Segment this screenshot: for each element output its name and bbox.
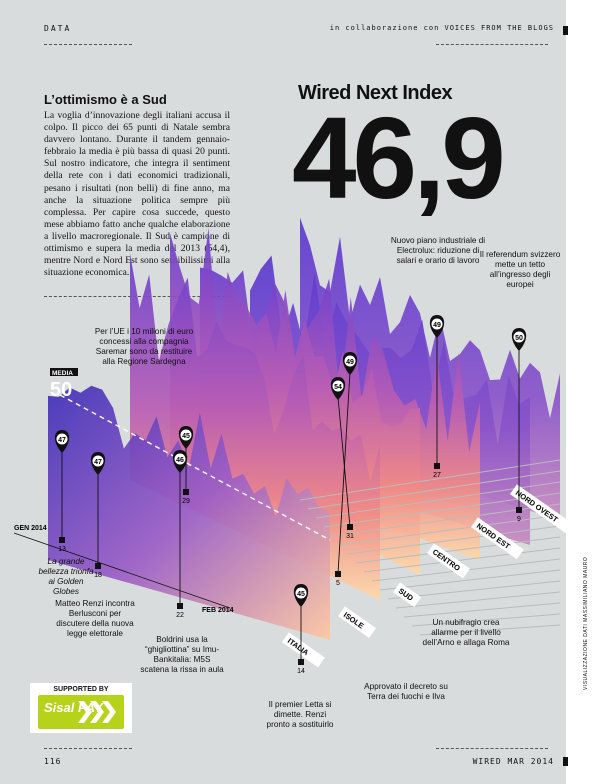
value-pin-core <box>180 429 192 441</box>
day-marker <box>177 603 183 609</box>
media-line <box>59 394 331 541</box>
floor-line <box>403 602 561 618</box>
value-pin-label: 45 <box>182 433 190 440</box>
day-marker <box>335 571 341 577</box>
article-body: La voglia d’innovazione degli italiani a… <box>44 110 230 279</box>
x-label: FEB 2014 <box>202 607 234 614</box>
day-label: 14 <box>297 668 305 675</box>
value-pin-core <box>295 587 307 599</box>
day-label: 9 <box>517 516 521 523</box>
annotation-letta: Il premier Letta si dimette. Renzi pront… <box>266 700 334 729</box>
sponsor-logo <box>38 695 124 729</box>
value-pin-label: 49 <box>433 322 441 329</box>
credit-line: VISUALIZZAZIONE DATI MASSIMILIANO MAURO <box>583 556 589 690</box>
edge-mark <box>563 26 568 35</box>
marker-stem <box>337 371 351 575</box>
annotation-bellezza: La grande bellezza trionfa ai Golden Glo… <box>38 557 94 596</box>
issue-label: WIRED MAR 2014 <box>472 757 554 766</box>
series-label-bg <box>338 606 377 638</box>
value-pin-core <box>174 453 186 465</box>
day-label: 29 <box>182 498 190 505</box>
media-badge <box>50 368 78 376</box>
floor-line <box>419 624 561 636</box>
day-marker <box>516 507 522 513</box>
sponsor-box: SUPPORTED BY Sisal PAY <box>30 683 132 733</box>
annotation-saremar: Per l’UE i 10 milioni di euro concessi a… <box>94 327 194 366</box>
annotation-terra: Approvato il decreto su Terra dei fuochi… <box>364 682 448 701</box>
index-title: Wired Next Index <box>298 82 453 104</box>
floor-line <box>395 591 561 609</box>
value-pin-label: 47 <box>94 459 102 466</box>
value-pin-label: 50 <box>515 335 523 342</box>
annotation-boldrini: Boldrini usa la “ghigliottina” su Imu-Ba… <box>140 635 224 674</box>
value-pin-core <box>92 455 104 467</box>
value-pin-label: 54 <box>334 384 342 391</box>
value-pin-core <box>332 380 344 392</box>
annotation-referendum: Il referendum svizzero mette un tetto al… <box>479 250 561 289</box>
footer-rule <box>44 748 132 749</box>
day-label: 18 <box>94 572 102 579</box>
value-pin-label: 45 <box>297 591 305 598</box>
sponsor-label: SUPPORTED BY <box>53 686 109 693</box>
series-label-bg <box>427 543 470 579</box>
value-pin-core <box>56 433 68 445</box>
section-label: DATA <box>44 24 72 33</box>
day-label: 31 <box>346 533 354 540</box>
annotation-renzi: Matteo Renzi incontra Berlusconi per dis… <box>55 599 135 638</box>
edge-mark <box>563 757 568 766</box>
floor-line <box>299 459 561 501</box>
day-label: 22 <box>176 612 184 619</box>
floor-line <box>339 514 561 546</box>
value-pin-label: 47 <box>58 437 66 444</box>
value-pin-label: 49 <box>346 359 354 366</box>
day-label: 13 <box>58 546 66 553</box>
floor-line <box>379 569 561 591</box>
x-label: GEN 2014 <box>14 525 47 532</box>
article-title: L’ottimismo è a Sud <box>44 92 167 107</box>
collab-label: in collaborazione con VOICES FROM THE BL… <box>329 24 554 32</box>
media-value: 50 <box>50 379 72 401</box>
day-label: 27 <box>433 472 441 479</box>
value-pin-core <box>344 355 356 367</box>
day-marker <box>59 537 65 543</box>
page-number: 116 <box>44 757 62 766</box>
day-marker <box>347 524 353 530</box>
day-marker <box>298 659 304 665</box>
day-marker <box>95 563 101 569</box>
page-edge <box>566 0 600 784</box>
value-pin-label: 46 <box>176 457 184 464</box>
x-axis-line <box>13 532 231 609</box>
annotation-nubifragio: Un nubifragio crea allarme per il livell… <box>422 618 510 647</box>
media-label: MEDIA <box>52 370 73 377</box>
day-marker <box>183 489 189 495</box>
series-label-bg <box>282 632 325 668</box>
annotation-electrolux: Nuovo piano industriale di Electrolux: r… <box>390 236 486 265</box>
header-rule <box>436 44 548 45</box>
day-marker <box>434 463 440 469</box>
floor-line <box>307 470 561 510</box>
value-pin-core <box>513 331 525 343</box>
series-label-bg <box>510 484 573 534</box>
floor-line <box>411 613 561 627</box>
index-value: 46,9 <box>292 93 506 223</box>
sponsor-brand: Sisal PAY <box>44 700 103 715</box>
floor-line <box>355 536 561 564</box>
footer-rule <box>436 748 548 749</box>
series-label-bg <box>393 582 422 608</box>
value-pin-core <box>431 318 443 330</box>
header-rule <box>44 44 132 45</box>
floor-line <box>347 525 561 555</box>
day-label: 5 <box>336 580 340 587</box>
marker-stem <box>337 396 351 528</box>
series-area-italia <box>48 385 330 640</box>
floor-line <box>363 547 561 573</box>
series-label-bg <box>471 517 524 560</box>
